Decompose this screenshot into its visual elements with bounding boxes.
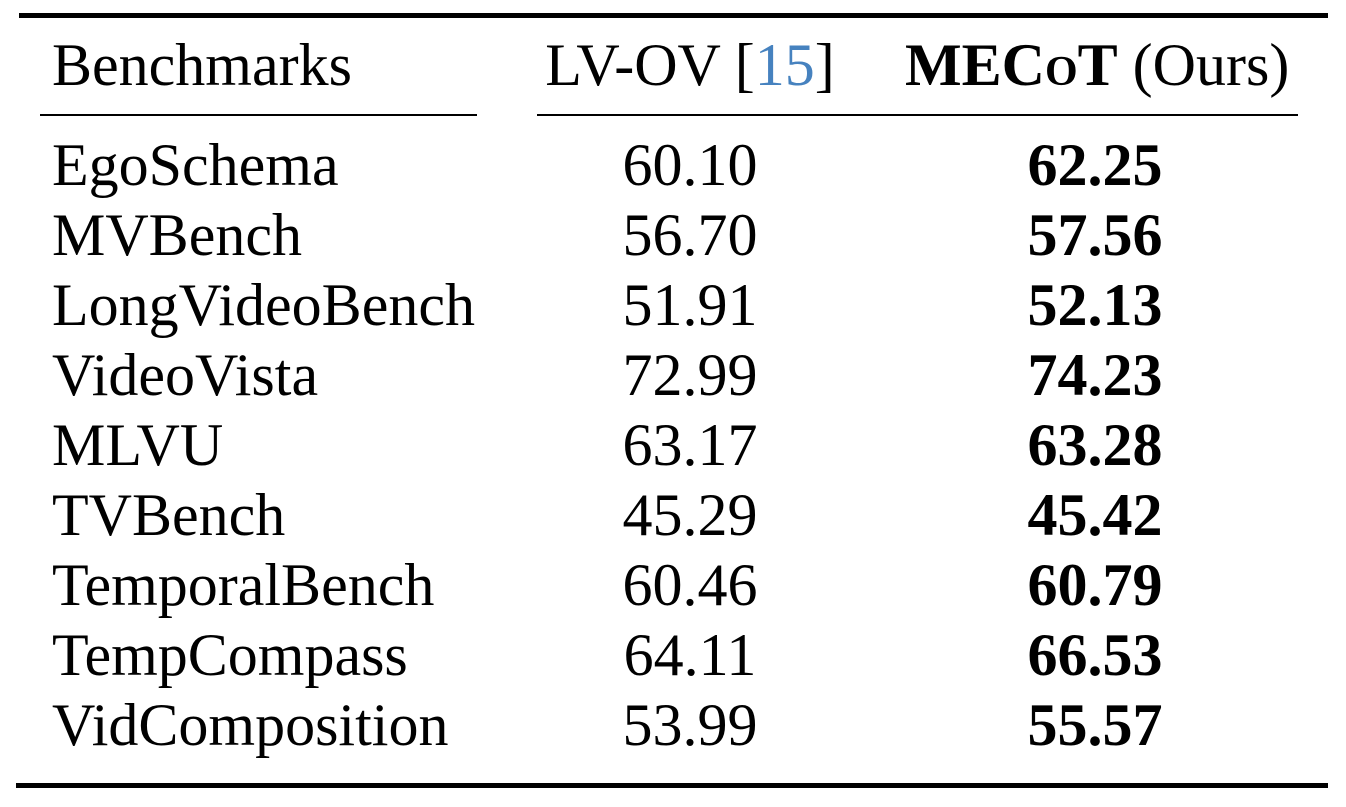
mecot-method-name: MECoT [905, 32, 1118, 98]
lvov-score: 56.70 [622, 202, 758, 268]
mecot-score: 45.42 [1027, 482, 1163, 548]
mecot-score: 63.28 [1027, 412, 1163, 478]
scores-columns-midrule [537, 114, 1298, 116]
lvov-score: 72.99 [622, 342, 758, 408]
lvov-score: 45.29 [622, 482, 758, 548]
lvov-score: 63.17 [622, 412, 758, 478]
table-row: TempCompass 64.11 66.53 [0, 620, 1346, 690]
lvov-score: 64.11 [623, 622, 757, 688]
benchmark-name: VideoVista [52, 342, 319, 408]
mecot-score: 57.56 [1027, 202, 1163, 268]
benchmarks-column-midrule [40, 114, 477, 116]
table-row: MVBench 56.70 57.56 [0, 200, 1346, 270]
lvov-score: 51.91 [622, 272, 758, 338]
table-bottom-rule [16, 783, 1328, 788]
benchmark-name: VidComposition [52, 692, 449, 758]
mecot-score: 62.25 [1027, 132, 1163, 198]
lvov-label: LV-OV [ [545, 32, 755, 98]
mecot-score: 74.23 [1027, 342, 1163, 408]
benchmark-name: LongVideoBench [52, 272, 475, 338]
table-row: LongVideoBench 51.91 52.13 [0, 270, 1346, 340]
table-row: TVBench 45.29 45.42 [0, 480, 1346, 550]
benchmark-name: EgoSchema [52, 132, 339, 198]
table-body: EgoSchema 60.10 62.25 MVBench 56.70 57.5… [0, 130, 1346, 760]
table-row: EgoSchema 60.10 62.25 [0, 130, 1346, 200]
table-row: MLVU 63.17 63.28 [0, 410, 1346, 480]
benchmark-name: MVBench [52, 202, 302, 268]
table-header-row: Benchmarks LV-OV [15] MECoT (Ours) [0, 29, 1346, 101]
benchmark-name: MLVU [52, 412, 224, 478]
column-header-mecot: MECoT (Ours) [905, 29, 1289, 101]
table-row: VidComposition 53.99 55.57 [0, 690, 1346, 760]
mecot-ours-suffix: (Ours) [1117, 32, 1290, 98]
table-row: VideoVista 72.99 74.23 [0, 340, 1346, 410]
table-row: TemporalBench 60.46 60.79 [0, 550, 1346, 620]
mecot-score: 52.13 [1027, 272, 1163, 338]
lvov-score: 60.46 [622, 552, 758, 618]
lvov-score: 53.99 [622, 692, 758, 758]
mecot-score: 55.57 [1027, 692, 1163, 758]
citation-link-15[interactable]: 15 [754, 32, 815, 98]
benchmark-name: TVBench [52, 482, 286, 548]
benchmark-name: TempCompass [52, 622, 408, 688]
lvov-score: 60.10 [622, 132, 758, 198]
lvov-label-suffix: ] [814, 32, 835, 98]
mecot-score: 60.79 [1027, 552, 1163, 618]
table-top-rule [19, 13, 1328, 18]
benchmark-name: TemporalBench [52, 552, 435, 618]
column-header-benchmarks: Benchmarks [52, 32, 352, 98]
column-header-lvov: LV-OV [15] [500, 29, 880, 101]
mecot-score: 66.53 [1027, 622, 1163, 688]
